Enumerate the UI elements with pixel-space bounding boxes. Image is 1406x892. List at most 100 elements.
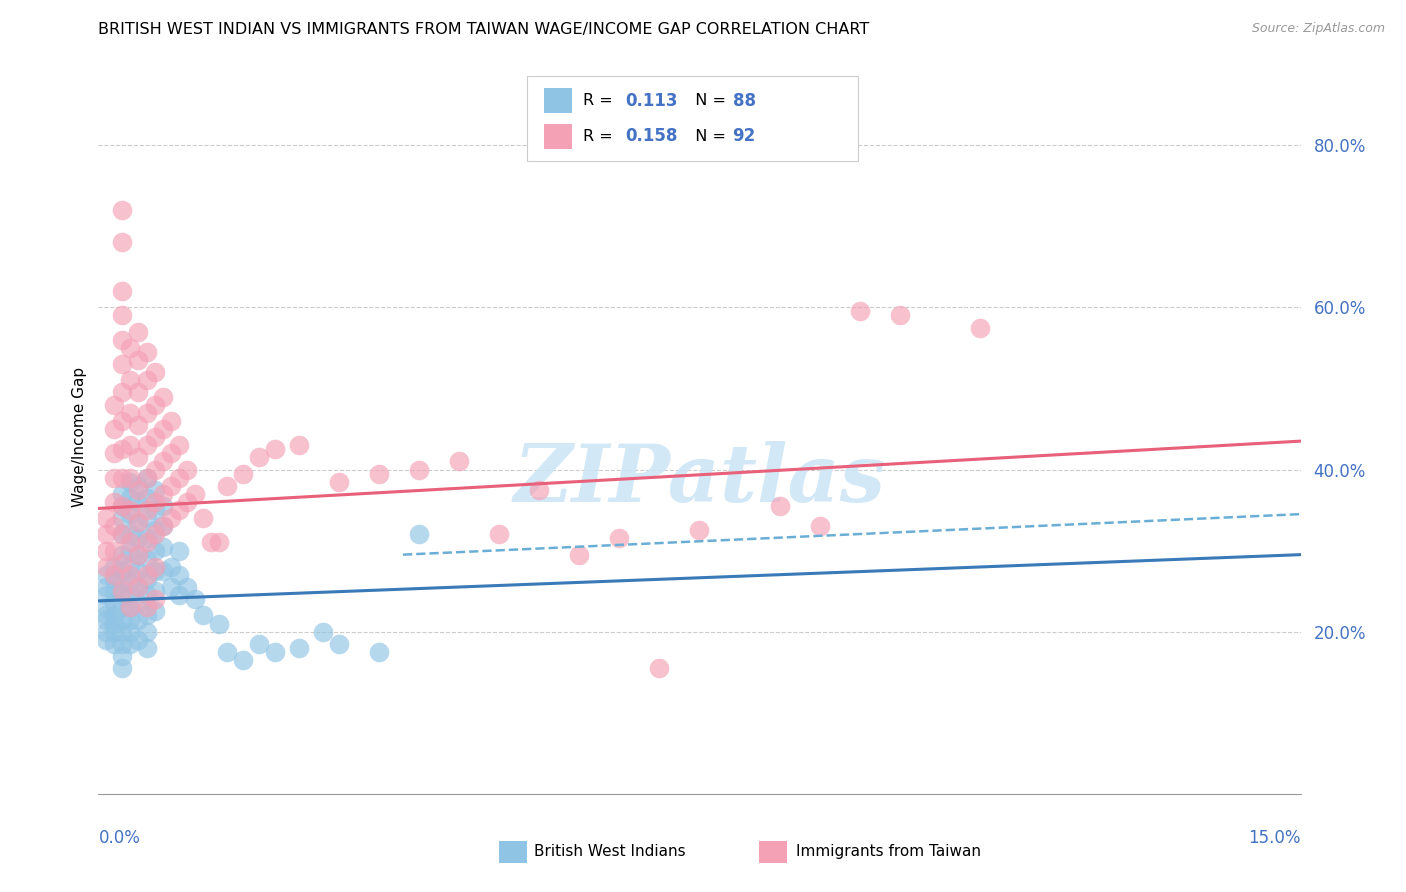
- Point: [120, 373, 142, 387]
- Point: [103, 519, 125, 533]
- Point: [120, 559, 142, 574]
- Point: [167, 588, 190, 602]
- Point: [128, 532, 150, 546]
- Point: [263, 442, 285, 457]
- Point: [609, 532, 631, 546]
- Point: [529, 483, 551, 497]
- Point: [120, 576, 142, 591]
- Point: [120, 527, 142, 541]
- Point: [111, 637, 134, 651]
- Point: [103, 495, 125, 509]
- Point: [135, 503, 157, 517]
- Text: ZIPatlas: ZIPatlas: [513, 442, 886, 518]
- Point: [120, 588, 142, 602]
- Point: [128, 495, 150, 509]
- Point: [96, 613, 118, 627]
- Point: [159, 446, 181, 460]
- Point: [128, 596, 150, 610]
- Point: [103, 470, 125, 484]
- Point: [143, 495, 166, 509]
- Point: [152, 519, 174, 533]
- Point: [111, 385, 134, 400]
- Point: [183, 487, 205, 501]
- Point: [167, 470, 190, 484]
- Point: [120, 341, 142, 355]
- Text: Immigrants from Taiwan: Immigrants from Taiwan: [796, 845, 981, 859]
- Point: [689, 524, 711, 538]
- Point: [159, 479, 181, 493]
- Point: [111, 624, 134, 639]
- Point: [152, 487, 174, 501]
- Point: [889, 309, 911, 323]
- Point: [111, 600, 134, 615]
- Point: [328, 637, 350, 651]
- Point: [111, 661, 134, 675]
- Point: [111, 648, 134, 663]
- Text: 0.113: 0.113: [626, 92, 678, 110]
- Point: [159, 511, 181, 525]
- Point: [111, 564, 134, 578]
- Point: [143, 527, 166, 541]
- Point: [96, 527, 118, 541]
- Point: [143, 483, 166, 497]
- Point: [103, 608, 125, 623]
- Point: [111, 584, 134, 599]
- Point: [167, 568, 190, 582]
- Point: [103, 596, 125, 610]
- Text: 92: 92: [733, 128, 756, 145]
- Point: [96, 624, 118, 639]
- Point: [111, 511, 134, 525]
- Point: [969, 320, 991, 334]
- Point: [135, 535, 157, 549]
- Point: [111, 499, 134, 513]
- Point: [111, 487, 134, 501]
- Point: [312, 624, 335, 639]
- Point: [128, 483, 150, 497]
- Point: [183, 592, 205, 607]
- Point: [135, 345, 157, 359]
- Point: [152, 499, 174, 513]
- Point: [215, 479, 238, 493]
- Point: [128, 564, 150, 578]
- Point: [152, 564, 174, 578]
- Point: [96, 543, 118, 558]
- Text: British West Indians: British West Indians: [534, 845, 686, 859]
- Text: 15.0%: 15.0%: [1249, 830, 1301, 847]
- Point: [135, 373, 157, 387]
- Point: [96, 588, 118, 602]
- Point: [135, 624, 157, 639]
- Point: [120, 600, 142, 615]
- Text: N =: N =: [685, 94, 731, 108]
- Point: [120, 406, 142, 420]
- Point: [128, 515, 150, 529]
- Point: [143, 559, 166, 574]
- Point: [128, 385, 150, 400]
- Point: [103, 572, 125, 586]
- Point: [111, 414, 134, 428]
- Point: [648, 661, 671, 675]
- Point: [143, 462, 166, 476]
- Point: [120, 503, 142, 517]
- Point: [488, 527, 510, 541]
- Point: [176, 462, 198, 476]
- Point: [103, 559, 125, 574]
- Point: [103, 624, 125, 639]
- Point: [111, 527, 134, 541]
- Text: N =: N =: [685, 129, 731, 144]
- Point: [120, 543, 142, 558]
- Point: [135, 406, 157, 420]
- Point: [111, 588, 134, 602]
- Point: [111, 202, 134, 217]
- Point: [128, 580, 150, 594]
- Point: [135, 438, 157, 452]
- Point: [128, 479, 150, 493]
- Point: [128, 417, 150, 432]
- Point: [135, 640, 157, 655]
- Point: [111, 235, 134, 250]
- Point: [135, 491, 157, 505]
- Point: [135, 572, 157, 586]
- Point: [103, 422, 125, 436]
- Point: [103, 543, 125, 558]
- Point: [232, 467, 254, 481]
- Text: 0.0%: 0.0%: [98, 830, 141, 847]
